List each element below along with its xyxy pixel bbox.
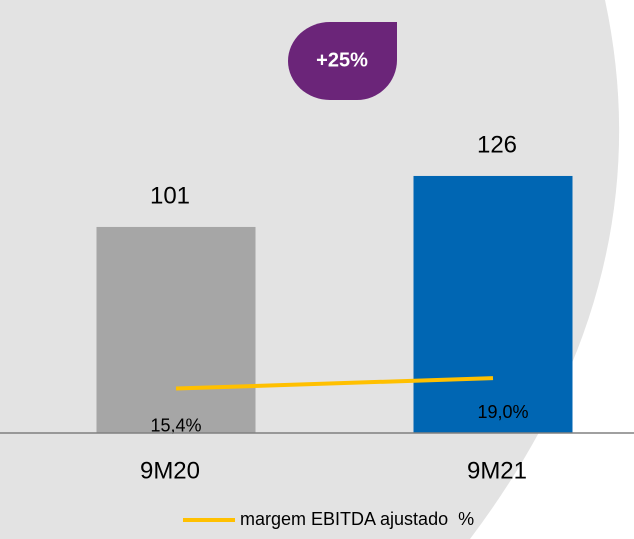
value-label: 101 (150, 182, 190, 209)
legend-label: margem EBITDA ajustado % (240, 509, 474, 529)
value-label: 126 (477, 131, 517, 158)
bar (96, 226, 256, 433)
badge (288, 22, 397, 100)
line (175, 376, 494, 391)
value-label: 19,0% (477, 402, 528, 422)
x-tick-label: 9M20 (140, 457, 200, 484)
bar (413, 175, 573, 433)
value-label: 15,4% (150, 415, 201, 435)
x-tick-label: 9M21 (467, 457, 527, 484)
annotation: +25% (316, 49, 368, 71)
